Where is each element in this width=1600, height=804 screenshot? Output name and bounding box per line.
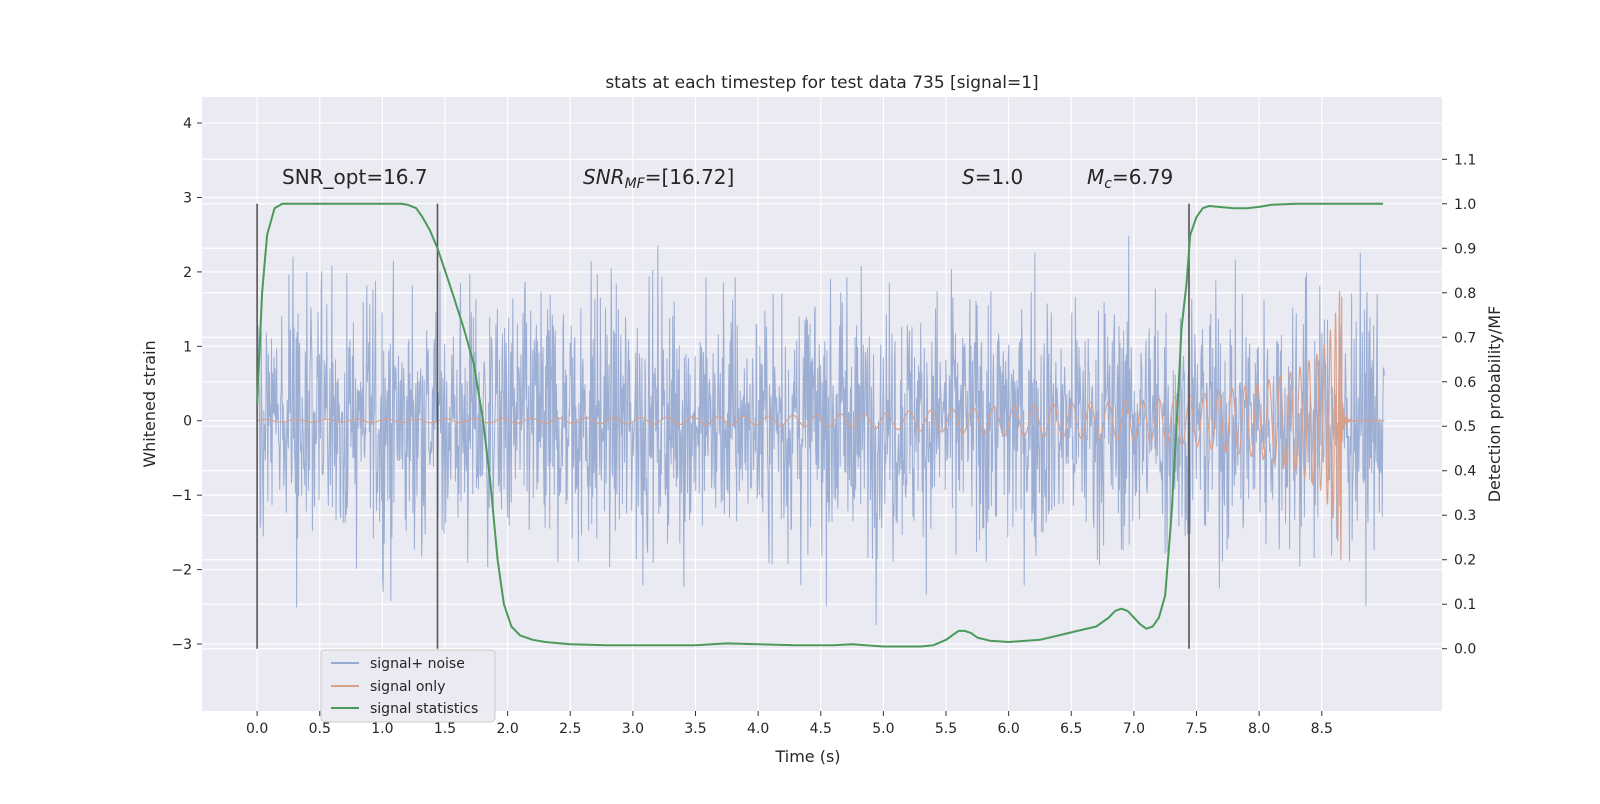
y2-tick-label: 0.8 [1454, 286, 1476, 302]
annotation-mc-prefix: M [1087, 165, 1104, 189]
x-tick-label: 8.0 [1248, 721, 1270, 737]
annotation-snr-opt: SNR_opt=16.7 [282, 165, 428, 189]
y2-tick-label: 0.1 [1454, 597, 1476, 613]
legend-label-signal: signal only [370, 679, 445, 695]
y-tick-label: −3 [171, 637, 192, 653]
y2-tick-label: 0.3 [1454, 508, 1476, 524]
annotation-s-value: =1.0 [975, 165, 1024, 189]
y2-tick-label: 0.7 [1454, 330, 1476, 346]
legend-label-noise: signal+ noise [370, 656, 465, 672]
x-axis-title: Time (s) [774, 747, 840, 766]
tick-labels: 0.0 0.5 1.0 1.5 2.0 2.5 3.0 3.5 4.0 4.5 5.0 5.5 6.0 6… [171, 116, 1476, 737]
y2-axis-title: Detection probability/MF [1485, 306, 1504, 503]
x-tick-label: 5.5 [935, 721, 957, 737]
x-tick-label: 4.5 [810, 721, 832, 737]
x-tick-label: 0.5 [309, 721, 331, 737]
y-tick-label: 4 [183, 116, 192, 132]
x-tick-label: 6.0 [997, 721, 1019, 737]
annotation-s: S=1.0 [962, 165, 1023, 189]
y2-tick-label: 1.0 [1454, 197, 1476, 213]
y-tick-label: −2 [171, 563, 192, 579]
y2-tick-label: 0.9 [1454, 241, 1476, 257]
noise-series [256, 235, 1385, 626]
annotation-snr-mf-value: =[16.72] [645, 165, 735, 189]
legend: signal+ noise signal only signal statist… [320, 649, 496, 723]
x-tick-label: 1.0 [371, 721, 393, 737]
x-tick-label: 6.5 [1060, 721, 1082, 737]
statistics-series [256, 202, 1384, 648]
y2-tick-label: 0.0 [1454, 642, 1476, 658]
annotation-mc: Mc=6.79 [1087, 165, 1173, 192]
annotation-snr-mf-sub: MF [625, 176, 646, 192]
legend-box [320, 649, 496, 723]
x-tick-label: 4.0 [747, 721, 769, 737]
x-tick-label: 7.5 [1185, 721, 1207, 737]
legend-label-stats: signal statistics [370, 701, 478, 717]
y-tick-label: 3 [183, 190, 192, 206]
x-tick-label: 2.5 [559, 721, 581, 737]
y2-tick-label: 1.1 [1454, 152, 1476, 168]
x-tick-label: 3.5 [684, 721, 706, 737]
x-tick-label: 5.0 [872, 721, 894, 737]
x-tick-label: 3.0 [622, 721, 644, 737]
noise-line [256, 235, 1385, 626]
chart-title: stats at each timestep for test data 735… [605, 73, 1038, 93]
annotation-snr-mf-prefix: SNR [583, 165, 625, 189]
x-tick-label: 1.5 [434, 721, 456, 737]
stats-line [256, 202, 1384, 648]
vertical-markers [256, 203, 1190, 649]
y2-tick-label: 0.2 [1454, 553, 1476, 569]
x-tick-label: 7.0 [1123, 721, 1145, 737]
annotation-snr-mf: SNRMF=[16.72] [583, 165, 734, 192]
y-tick-label: 1 [183, 339, 192, 355]
y-axis-title: Whitened strain [140, 340, 159, 467]
y-tick-label: −1 [171, 488, 192, 504]
annotation-mc-value: =6.79 [1112, 165, 1173, 189]
signal-line [256, 290, 1385, 561]
y-tick-label: 0 [183, 414, 192, 430]
y2-tick-label: 0.5 [1454, 419, 1476, 435]
y-tick-label: 2 [183, 265, 192, 281]
x-tick-label: 2.0 [496, 721, 518, 737]
annotation-s-prefix: S [962, 165, 975, 189]
x-tick-label: 8.5 [1311, 721, 1333, 737]
y2-tick-label: 0.6 [1454, 375, 1476, 391]
y2-tick-label: 0.4 [1454, 464, 1476, 480]
x-tick-label: 0.0 [246, 721, 268, 737]
signal-series [256, 290, 1385, 561]
annotation-mc-sub: c [1104, 176, 1112, 192]
